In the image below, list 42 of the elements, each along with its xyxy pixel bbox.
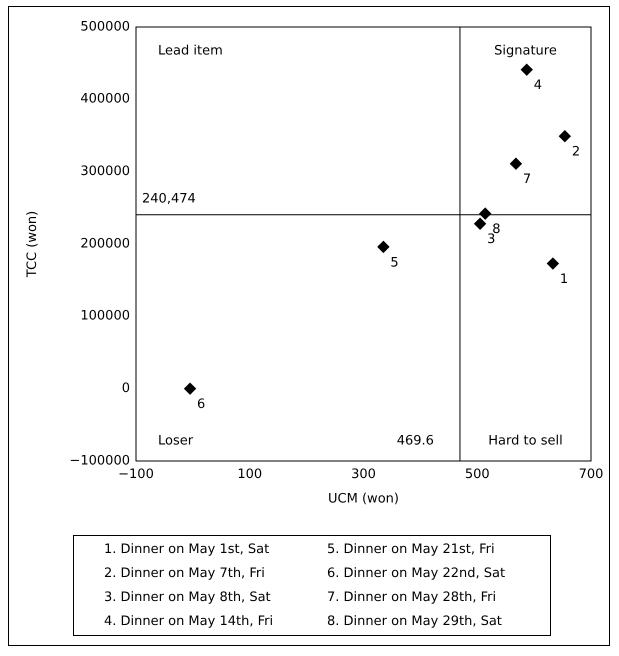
y-tick-label: 300000 — [80, 164, 130, 180]
text: 5. Dinner on May 21st, Fri — [327, 542, 496, 557]
x-tick-label: 500 — [464, 467, 490, 482]
annotation: Loser — [158, 433, 194, 448]
y-tick-label: 200000 — [80, 236, 130, 252]
text: 8. Dinner on May 29th, Sat — [327, 614, 503, 629]
annotation: 6 — [197, 397, 206, 412]
annotation: 4 — [534, 78, 542, 94]
point — [377, 240, 390, 253]
annotation: 3 — [487, 232, 496, 248]
y-tick-label: −100000 — [69, 453, 130, 468]
point — [184, 382, 196, 395]
text: 4. Dinner on May 14th, Fri — [104, 614, 274, 629]
y-tick-label: 100000 — [80, 308, 130, 324]
x-tick-label: 700 — [578, 467, 604, 482]
text: 6. Dinner on May 22nd, Sat — [327, 566, 506, 581]
point — [510, 158, 522, 170]
point — [474, 218, 486, 230]
ref-line-label: 240,474 — [142, 192, 196, 207]
point — [558, 130, 571, 142]
y-tick-label: 500000 — [80, 19, 130, 34]
text: 1. Dinner on May 1st, Sat — [104, 542, 270, 557]
annotation: 1 — [560, 272, 568, 287]
x-tick-label: 100 — [237, 467, 262, 482]
text: 3. Dinner on May 8th, Sat — [104, 590, 272, 605]
annotation: 7 — [522, 172, 532, 188]
ref-line-label: 469.6 — [396, 433, 434, 448]
x-tick-label: 300 — [351, 467, 376, 482]
y-tick-label: 0 — [122, 381, 130, 396]
point — [546, 258, 559, 270]
annotation: Signature — [494, 43, 557, 58]
annotation: 5 — [390, 255, 399, 270]
annotation: 2 — [572, 144, 580, 160]
y-tick-label: 400000 — [80, 92, 130, 107]
text: 7. Dinner on May 28th, Fri — [327, 590, 498, 605]
x-tick-label: −100 — [118, 467, 154, 482]
y-axis-title: TCC (won) — [25, 210, 40, 278]
point — [520, 64, 533, 76]
annotation: Hard to sell — [488, 433, 563, 448]
annotation: Lead item — [158, 43, 223, 58]
text: 2. Dinner on May 7th, Fri — [104, 566, 266, 581]
x-axis-title: UCM (won) — [328, 492, 399, 507]
